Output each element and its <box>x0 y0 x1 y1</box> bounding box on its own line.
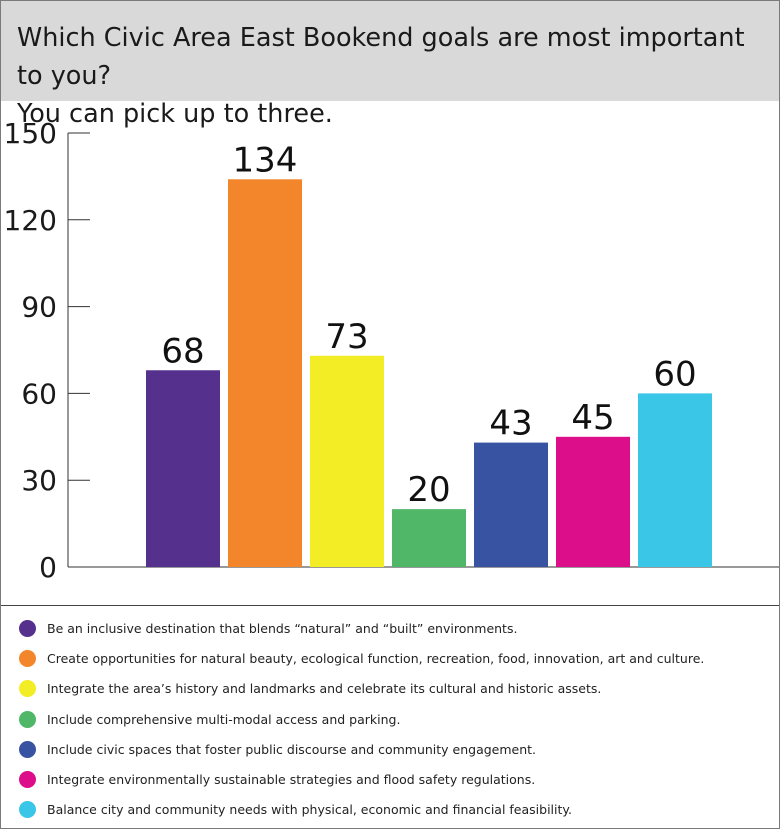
y-tick-label: 90 <box>21 291 57 324</box>
legend-swatch <box>19 710 36 728</box>
legend-item: Balance city and community needs with ph… <box>19 795 777 825</box>
chart-title: Which Civic Area East Bookend goals are … <box>17 23 745 129</box>
legend-swatch <box>19 619 36 637</box>
legend-label: Create opportunities for natural beauty,… <box>47 650 705 666</box>
bar-value-label: 73 <box>325 317 368 357</box>
legend-item: Integrate the area’s history and landmar… <box>19 674 777 704</box>
legend-swatch <box>19 771 36 789</box>
bar-value-label: 68 <box>161 331 204 371</box>
bar <box>474 442 548 567</box>
y-tick-label: 120 <box>4 204 57 237</box>
bar <box>392 509 466 567</box>
y-tick-label: 60 <box>21 377 57 410</box>
legend-label: Be an inclusive destination that blends … <box>47 620 518 636</box>
bar <box>310 355 384 567</box>
bar-value-label: 60 <box>653 354 696 394</box>
y-tick-label: 150 <box>4 117 57 150</box>
bar-value-label: 20 <box>407 470 450 510</box>
legend-label: Balance city and community needs with ph… <box>47 802 572 818</box>
legend-swatch <box>19 740 36 758</box>
legend-divider <box>1 605 779 606</box>
legend-item: Create opportunities for natural beauty,… <box>19 643 777 673</box>
legend-swatch <box>19 680 36 698</box>
legend-label: Include comprehensive multi-modal access… <box>47 711 401 727</box>
bar <box>146 370 220 567</box>
legend-label: Integrate the area’s history and landmar… <box>47 681 602 697</box>
bar-value-label: 134 <box>233 140 298 180</box>
legend-label: Integrate environmentally sustainable st… <box>47 772 536 788</box>
legend-swatch <box>19 649 36 667</box>
legend-item: Include civic spaces that foster public … <box>19 734 777 764</box>
bar <box>638 393 712 567</box>
legend-item: Integrate environmentally sustainable st… <box>19 764 777 794</box>
chart-header: Which Civic Area East Bookend goals are … <box>1 1 779 129</box>
bar-chart: 0 30 60 90 120 150 68 134 73 20 43 45 60 <box>4 117 779 584</box>
bar-value-label: 43 <box>489 404 532 444</box>
y-tick-label: 0 <box>39 551 57 584</box>
bar <box>228 179 302 567</box>
y-tick-label: 30 <box>21 464 57 497</box>
legend-item: Include comprehensive multi-modal access… <box>19 704 777 734</box>
legend-label: Include civic spaces that foster public … <box>47 741 537 757</box>
bar <box>556 436 630 567</box>
bar-value-label: 45 <box>571 398 614 438</box>
legend: Be an inclusive destination that blends … <box>19 613 777 825</box>
legend-item: Be an inclusive destination that blends … <box>19 613 777 643</box>
legend-swatch <box>19 801 36 819</box>
